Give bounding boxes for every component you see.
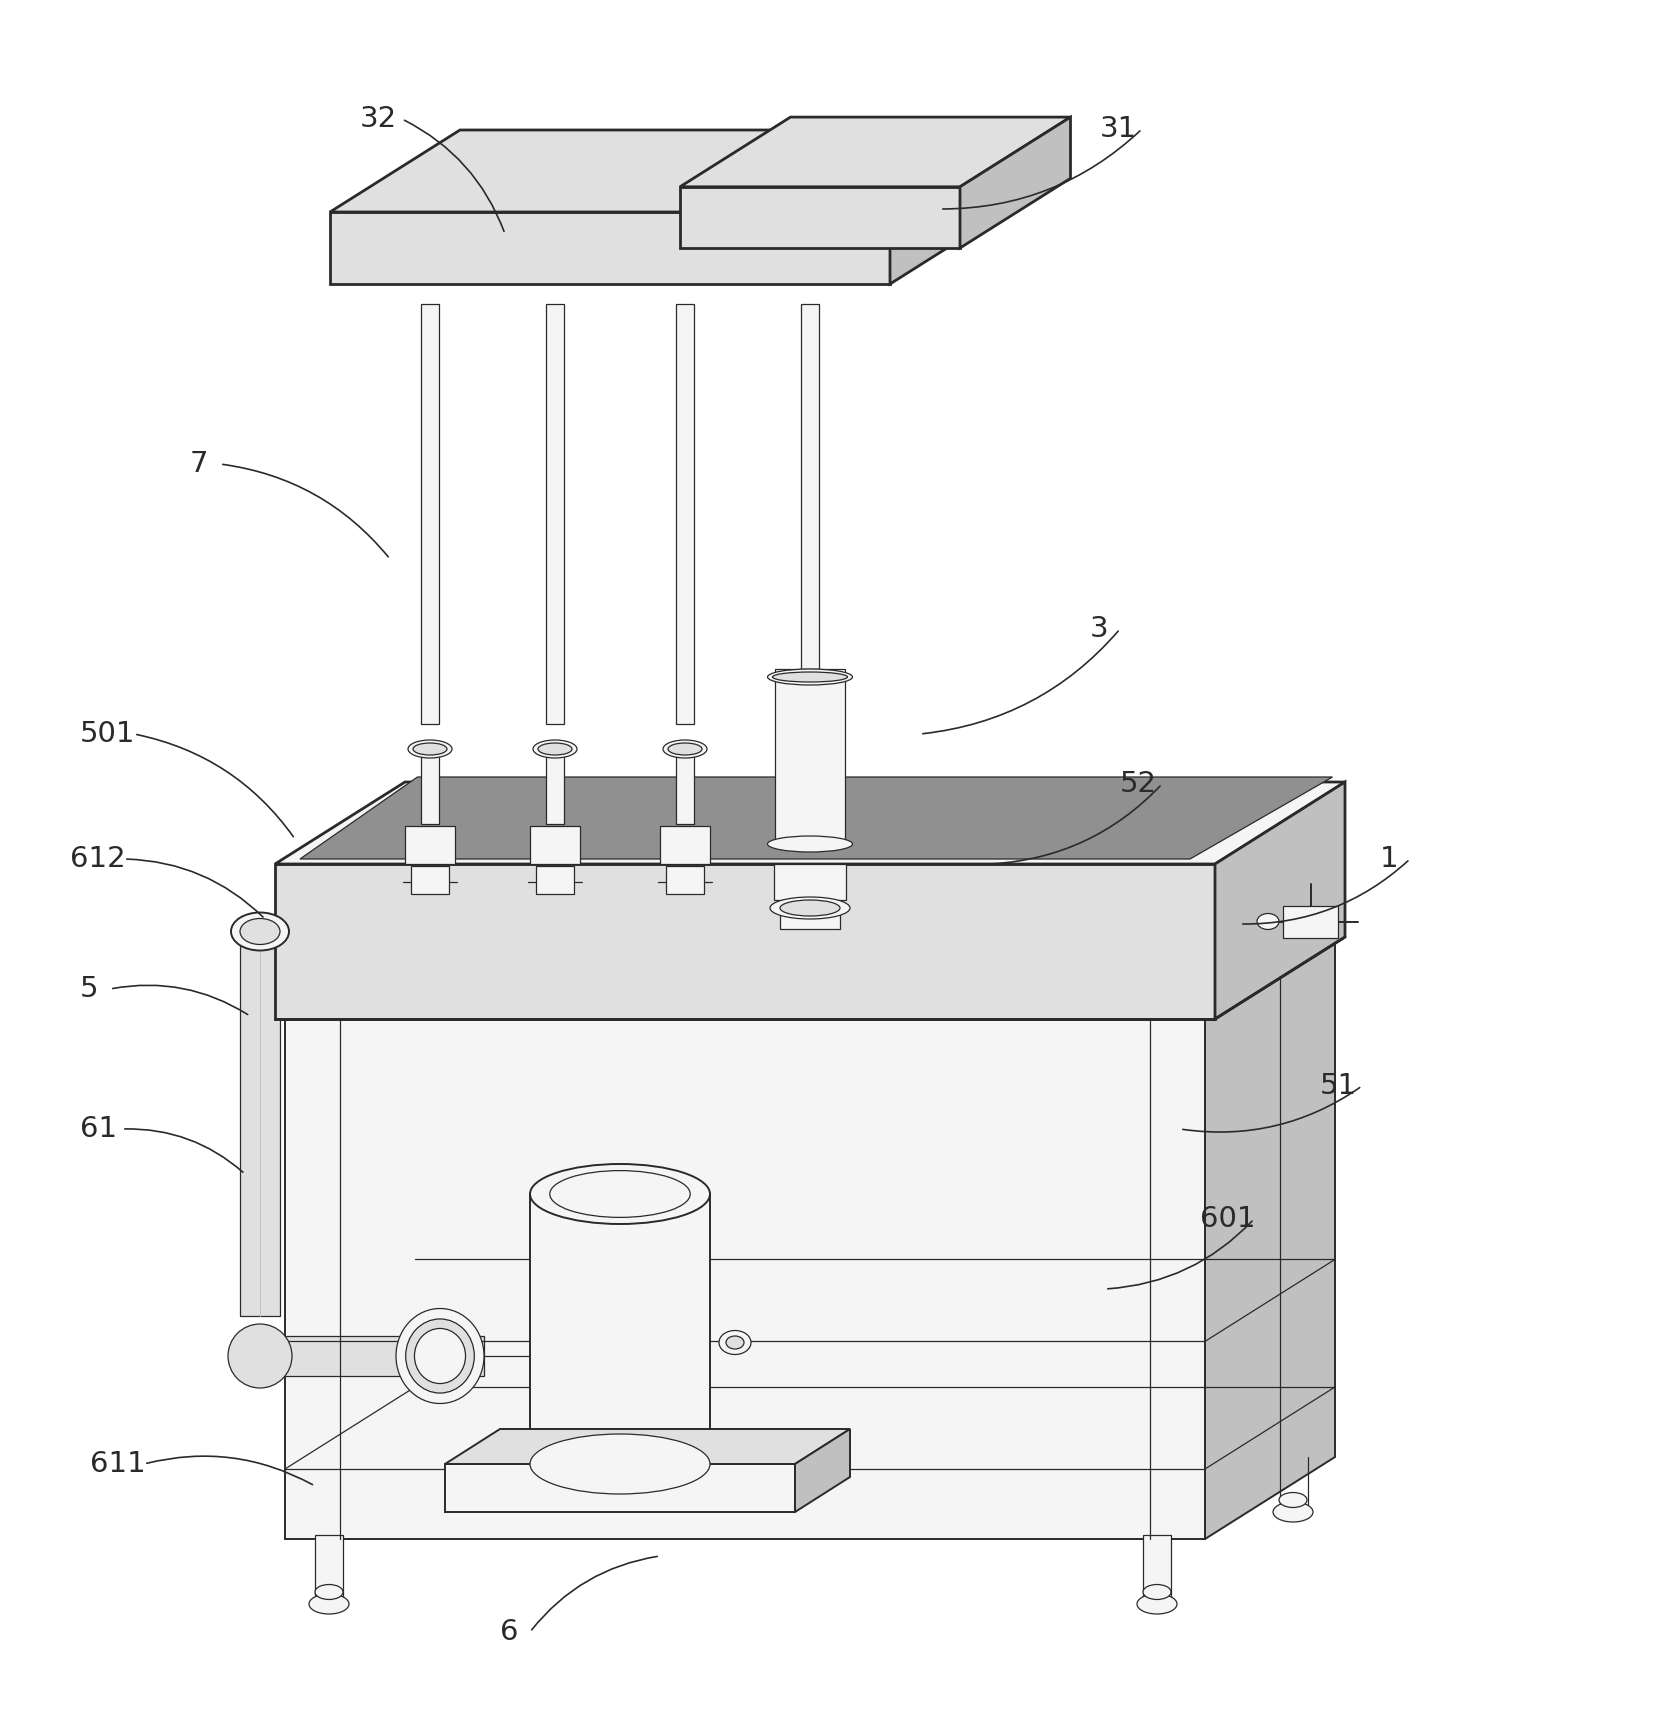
- Polygon shape: [275, 864, 1215, 1020]
- Polygon shape: [890, 130, 1020, 284]
- Ellipse shape: [538, 742, 572, 754]
- Ellipse shape: [415, 1328, 465, 1384]
- Bar: [1144, 1535, 1170, 1607]
- Bar: [660, 825, 710, 864]
- Bar: [412, 865, 448, 895]
- Bar: [677, 303, 693, 725]
- Text: 611: 611: [90, 1450, 145, 1477]
- Ellipse shape: [397, 1309, 483, 1403]
- Polygon shape: [960, 118, 1070, 248]
- Polygon shape: [445, 1463, 795, 1512]
- Ellipse shape: [240, 919, 280, 945]
- Ellipse shape: [533, 740, 577, 758]
- Ellipse shape: [530, 1164, 710, 1224]
- Ellipse shape: [770, 896, 850, 919]
- Text: 3: 3: [1090, 616, 1109, 643]
- Text: 61: 61: [80, 1115, 117, 1143]
- Ellipse shape: [718, 1330, 752, 1354]
- Bar: [240, 942, 280, 1316]
- Ellipse shape: [767, 836, 852, 851]
- Ellipse shape: [727, 1335, 743, 1349]
- Text: 612: 612: [70, 844, 125, 872]
- Bar: [780, 907, 840, 929]
- Bar: [260, 1335, 483, 1377]
- Polygon shape: [275, 782, 1345, 864]
- Bar: [547, 303, 563, 725]
- Ellipse shape: [1279, 1493, 1307, 1507]
- Ellipse shape: [315, 1585, 343, 1599]
- Bar: [422, 303, 438, 725]
- Bar: [315, 1535, 343, 1607]
- Ellipse shape: [413, 742, 447, 754]
- Polygon shape: [445, 1429, 850, 1463]
- Polygon shape: [285, 936, 1335, 1020]
- Polygon shape: [330, 212, 890, 284]
- Ellipse shape: [308, 1594, 348, 1614]
- Polygon shape: [1215, 782, 1345, 1020]
- Ellipse shape: [530, 1434, 710, 1495]
- Bar: [802, 303, 818, 669]
- Ellipse shape: [232, 912, 288, 950]
- Polygon shape: [330, 130, 1020, 212]
- Text: 31: 31: [1100, 114, 1137, 142]
- Text: 32: 32: [360, 106, 397, 134]
- Text: 52: 52: [1120, 770, 1157, 798]
- Ellipse shape: [1257, 914, 1279, 929]
- Bar: [1284, 905, 1339, 938]
- Polygon shape: [300, 777, 1332, 858]
- Polygon shape: [680, 118, 1070, 187]
- Ellipse shape: [668, 742, 702, 754]
- Text: 501: 501: [80, 720, 135, 747]
- Ellipse shape: [1137, 1594, 1177, 1614]
- Ellipse shape: [228, 1325, 292, 1387]
- Bar: [775, 669, 845, 844]
- Polygon shape: [1205, 936, 1335, 1540]
- Ellipse shape: [408, 740, 452, 758]
- Ellipse shape: [405, 1320, 475, 1392]
- Polygon shape: [795, 1429, 850, 1512]
- Bar: [537, 865, 573, 895]
- Bar: [422, 749, 438, 824]
- Text: 51: 51: [1320, 1072, 1357, 1099]
- Text: 7: 7: [190, 451, 208, 479]
- Bar: [773, 864, 845, 900]
- Ellipse shape: [663, 740, 707, 758]
- Bar: [530, 825, 580, 864]
- Ellipse shape: [772, 673, 847, 681]
- Text: 6: 6: [500, 1618, 518, 1646]
- Bar: [530, 1195, 710, 1463]
- Polygon shape: [680, 187, 960, 248]
- Ellipse shape: [1144, 1585, 1170, 1599]
- Text: 5: 5: [80, 975, 98, 1002]
- Ellipse shape: [780, 900, 840, 916]
- Ellipse shape: [1274, 1502, 1314, 1522]
- Text: 601: 601: [1200, 1205, 1255, 1233]
- Bar: [677, 749, 693, 824]
- Polygon shape: [285, 1020, 1205, 1540]
- Ellipse shape: [767, 669, 852, 685]
- Bar: [667, 865, 703, 895]
- Bar: [547, 749, 563, 824]
- Text: 1: 1: [1380, 844, 1399, 872]
- Bar: [405, 825, 455, 864]
